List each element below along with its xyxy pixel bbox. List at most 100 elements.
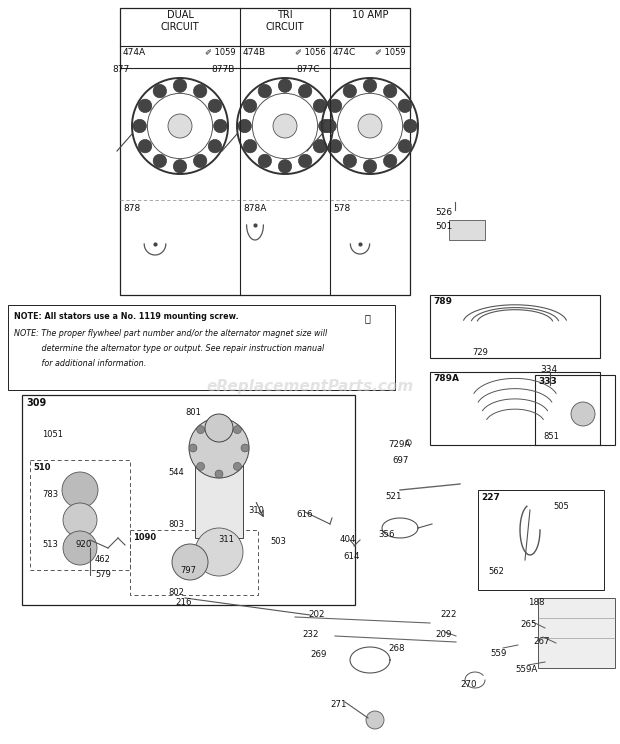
Text: 877: 877 (113, 65, 130, 74)
Circle shape (193, 154, 207, 167)
Circle shape (404, 119, 417, 132)
Bar (22, 395, 355, 605)
Circle shape (319, 119, 332, 132)
Circle shape (205, 414, 233, 442)
Text: 309: 309 (26, 398, 46, 408)
Text: TRI
CIRCUIT: TRI CIRCUIT (266, 10, 304, 31)
Circle shape (244, 99, 257, 112)
Bar (430, 295, 600, 358)
Circle shape (329, 99, 342, 112)
Text: NOTE: The proper flywheel part number and/or the alternator magnet size will: NOTE: The proper flywheel part number an… (14, 329, 327, 338)
Circle shape (173, 79, 187, 92)
Circle shape (273, 114, 297, 138)
Text: 222: 222 (440, 610, 456, 619)
Circle shape (238, 119, 251, 132)
Text: 269: 269 (310, 650, 326, 659)
Circle shape (214, 119, 227, 132)
Text: 797: 797 (180, 566, 196, 575)
Text: ✐ 1059: ✐ 1059 (205, 48, 236, 57)
Text: DUAL
CIRCUIT: DUAL CIRCUIT (161, 10, 199, 31)
Text: 209: 209 (435, 630, 451, 639)
Circle shape (366, 711, 384, 729)
Circle shape (298, 84, 312, 97)
Circle shape (398, 139, 412, 153)
Circle shape (168, 114, 192, 138)
Circle shape (193, 84, 207, 97)
Text: 803: 803 (168, 520, 184, 529)
Text: 🔩: 🔩 (365, 313, 371, 323)
Text: 1090: 1090 (133, 533, 156, 542)
Circle shape (138, 139, 152, 153)
Circle shape (195, 528, 243, 576)
Text: 333: 333 (538, 377, 557, 386)
Text: 513: 513 (42, 540, 58, 549)
Circle shape (153, 154, 167, 167)
Bar (478, 490, 604, 590)
Text: 878A: 878A (243, 204, 267, 213)
Circle shape (215, 418, 223, 426)
Text: 1051: 1051 (42, 430, 63, 439)
Bar (8, 305, 395, 390)
Text: 559: 559 (490, 649, 507, 658)
Circle shape (197, 426, 205, 434)
Circle shape (63, 531, 97, 565)
Circle shape (189, 444, 197, 452)
Text: 878: 878 (123, 204, 140, 213)
Circle shape (172, 544, 208, 580)
Circle shape (343, 154, 356, 167)
Circle shape (173, 160, 187, 173)
Bar (120, 8, 410, 295)
Circle shape (343, 84, 356, 97)
Text: 697: 697 (392, 456, 409, 465)
Circle shape (153, 84, 167, 97)
Text: 614: 614 (343, 552, 360, 561)
Text: 270: 270 (460, 680, 477, 689)
Bar (30, 460, 130, 570)
Circle shape (241, 444, 249, 452)
Circle shape (329, 139, 342, 153)
Circle shape (358, 114, 382, 138)
Circle shape (313, 99, 327, 112)
Text: 474A: 474A (123, 48, 146, 57)
Text: 227: 227 (481, 493, 500, 502)
Text: 526: 526 (435, 208, 452, 217)
Text: 334: 334 (540, 365, 557, 374)
Bar (195, 448, 243, 538)
Text: 877C: 877C (296, 65, 320, 74)
Circle shape (62, 472, 98, 508)
Text: 268: 268 (388, 644, 404, 653)
Text: 801: 801 (185, 408, 201, 417)
Bar (130, 530, 258, 595)
Circle shape (138, 99, 152, 112)
Circle shape (571, 402, 595, 426)
Circle shape (233, 462, 241, 470)
Text: 271: 271 (330, 700, 347, 709)
Text: 789: 789 (433, 297, 452, 306)
Circle shape (313, 139, 327, 153)
Text: 356: 356 (378, 530, 394, 539)
Text: 267: 267 (533, 637, 549, 646)
Circle shape (278, 79, 292, 92)
Circle shape (197, 462, 205, 470)
Text: 729: 729 (472, 348, 488, 357)
Circle shape (383, 84, 397, 97)
Text: 462: 462 (95, 555, 111, 564)
Circle shape (383, 154, 397, 167)
Circle shape (298, 154, 312, 167)
Text: 559A: 559A (515, 665, 538, 674)
Text: 802: 802 (168, 588, 184, 597)
Bar (430, 372, 600, 445)
Circle shape (189, 418, 249, 478)
Circle shape (398, 99, 412, 112)
Circle shape (258, 154, 272, 167)
Text: ✐ 1056: ✐ 1056 (295, 48, 326, 57)
Text: 501: 501 (435, 222, 452, 231)
Circle shape (244, 139, 257, 153)
Text: 521: 521 (385, 492, 402, 501)
Text: 311: 311 (218, 535, 234, 544)
Bar (538, 598, 615, 668)
Text: 474C: 474C (333, 48, 356, 57)
Text: 851: 851 (543, 432, 559, 441)
Text: 729A: 729A (388, 440, 410, 449)
Circle shape (208, 99, 221, 112)
